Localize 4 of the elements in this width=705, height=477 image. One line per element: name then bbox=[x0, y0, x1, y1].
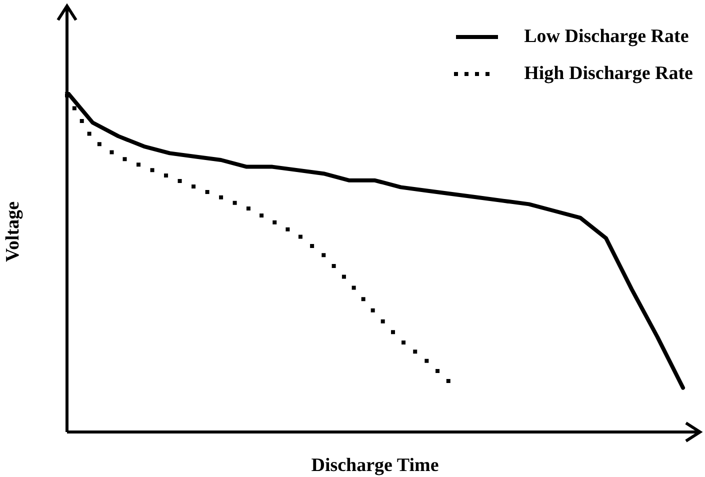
legend-label: Low Discharge Rate bbox=[524, 26, 689, 48]
y-axis-title: Voltage bbox=[2, 201, 24, 262]
legend-label: High Discharge Rate bbox=[524, 62, 693, 84]
x-axis-title: Discharge Time bbox=[311, 455, 439, 476]
